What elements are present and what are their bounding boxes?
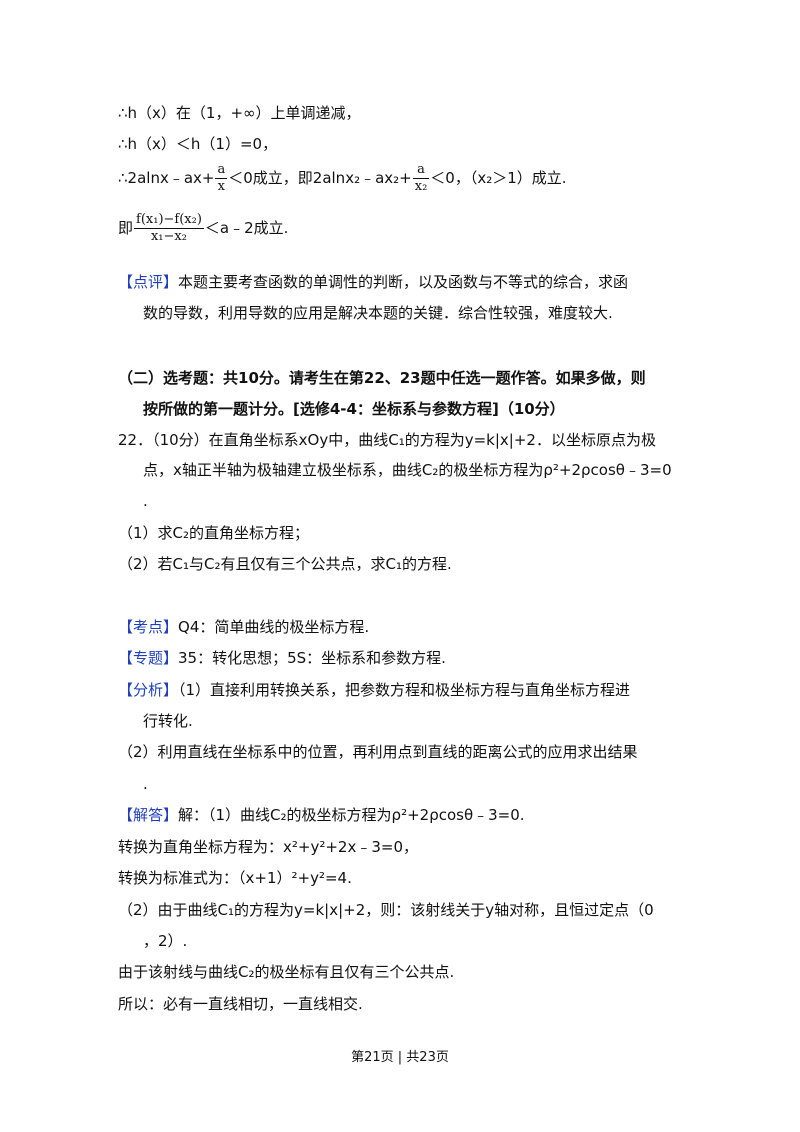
- section-heading: （二）选考题：共10分。请考生在第22、23题中任选一题作答。如果多做，则: [118, 369, 646, 387]
- zhuanti-tag: 【专题】: [118, 649, 179, 667]
- jieda-tag: 【解答】: [118, 806, 179, 824]
- page-footer: 第21页 | 共23页: [351, 1050, 449, 1065]
- denominator: x₁−x₂: [150, 229, 187, 244]
- text: ＜0，（x₂＞1）成立.: [430, 169, 567, 187]
- question-line: 22．（10分）在直角坐标系xOy中，曲线C₁的方程为y=k|x|+2．以坐标原…: [118, 431, 656, 449]
- numerator: a: [412, 162, 430, 179]
- denominator: x₂: [414, 179, 428, 194]
- kaodian-tag: 【考点】: [118, 618, 179, 636]
- comment-tag: 【点评】: [118, 273, 179, 291]
- text-line: ，2）.: [143, 932, 188, 950]
- text-line: 所以：必有一直线相切，一直线相交.: [118, 995, 363, 1013]
- fenxi-line: 【分析】（1）直接利用转换关系，把参数方程和极坐标方程与直角坐标方程进: [118, 680, 630, 700]
- text: ＜a﹣2成立.: [204, 219, 289, 237]
- text-line: 由于该射线与曲线C₂的极坐标有且仅有三个公共点.: [118, 963, 455, 981]
- text: （1）直接利用转换关系，把参数方程和极坐标方程与直角坐标方程进: [178, 681, 631, 699]
- comment-line: 【点评】本题主要考查函数的单调性的判断，以及函数与不等式的综合，求函: [118, 272, 628, 292]
- text-line: 行转化.: [143, 712, 193, 730]
- text: 即: [118, 219, 134, 237]
- text-line: .: [143, 775, 148, 793]
- text: 本题主要考查函数的单调性的判断，以及函数与不等式的综合，求函: [178, 273, 629, 291]
- text-line: （2）由于曲线C₁的方程为y=k|x|+2，则：该射线关于y轴对称，且恒过定点（…: [118, 901, 654, 919]
- text: 解：（1）曲线C₂的极坐标方程为ρ²+2ρcosθ﹣3=0.: [178, 806, 525, 824]
- section-heading: 按所做的第一题计分。[选修4-4：坐标系与参数方程]（10分）: [143, 400, 565, 418]
- question-part: （1）求C₂的直角坐标方程；: [118, 524, 310, 542]
- text: ∴2alnx﹣ax+: [118, 169, 215, 187]
- fraction: a x₂: [412, 162, 430, 195]
- text-line: ∴h（x）＜h（1）=0，: [118, 135, 278, 153]
- zhuanti-line: 【专题】35：转化思想；5S：坐标系和参数方程.: [118, 648, 446, 668]
- kaodian-line: 【考点】Q4：简单曲线的极坐标方程.: [118, 617, 369, 637]
- question-part: （2）若C₁与C₂有且仅有三个公共点，求C₁的方程.: [118, 555, 452, 573]
- text-line: 转换为直角坐标方程为：x²+y²+2x﹣3=0，: [118, 838, 418, 856]
- text-line: 转换为标准式为：（x+1）²+y²=4.: [118, 869, 352, 887]
- text-line: （2）利用直线在坐标系中的位置，再利用点到直线的距离公式的应用求出结果: [118, 743, 638, 761]
- jieda-line: 【解答】解：（1）曲线C₂的极坐标方程为ρ²+2ρcosθ﹣3=0.: [118, 805, 525, 825]
- formula-line: ∴2alnx﹣ax+ a x ＜0成立，即2alnx₂﹣ax₂+ a x₂ ＜0，（x₂＞1…: [118, 162, 567, 195]
- fraction: f(x₁)−f(x₂) x₁−x₂: [134, 212, 204, 245]
- formula-line: 即 f(x₁)−f(x₂) x₁−x₂ ＜a﹣2成立.: [118, 212, 288, 245]
- text-line: 数的导数，利用导数的应用是解决本题的关键．综合性较强，难度较大.: [143, 304, 613, 322]
- text: Q4：简单曲线的极坐标方程.: [178, 618, 370, 636]
- question-line: 点，x轴正半轴为极轴建立极坐标系，曲线C₂的极坐标方程为ρ²+2ρcosθ﹣3=…: [143, 461, 672, 479]
- text: 35：转化思想；5S：坐标系和参数方程.: [178, 649, 446, 667]
- text-line: ∴h（x）在（1，+∞）上单调递减，: [118, 104, 361, 122]
- denominator: x: [217, 179, 226, 194]
- numerator: f(x₁)−f(x₂): [134, 212, 204, 229]
- numerator: a: [215, 162, 228, 179]
- question-line: .: [143, 492, 148, 510]
- fenxi-tag: 【分析】: [118, 681, 179, 699]
- text: ＜0成立，即2alnx₂﹣ax₂+: [228, 169, 412, 187]
